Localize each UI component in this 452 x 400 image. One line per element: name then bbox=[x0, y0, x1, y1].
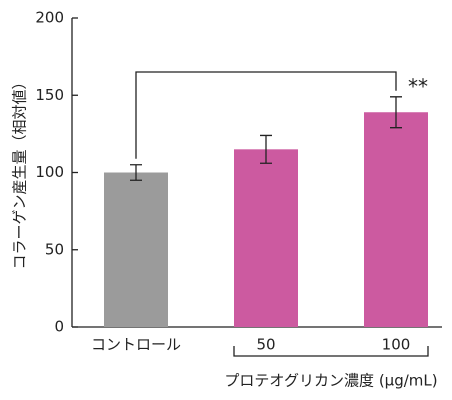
significance-bracket bbox=[135, 71, 397, 159]
x-tick-label: コントロール bbox=[91, 336, 181, 354]
bar bbox=[234, 149, 298, 327]
y-tick-label: 150 bbox=[35, 86, 64, 104]
y-axis-label: コラーゲン産生量（相対値） bbox=[11, 74, 29, 269]
bar bbox=[104, 172, 168, 327]
group-bracket bbox=[233, 346, 429, 357]
x-group-label: プロテオグリカン濃度 (μg/mL) bbox=[224, 372, 437, 390]
y-tick-label: 0 bbox=[54, 318, 64, 336]
error-bar bbox=[260, 134, 272, 164]
bar bbox=[364, 112, 428, 328]
y-tick-label: 200 bbox=[35, 9, 64, 27]
significance-label: ** bbox=[408, 75, 428, 99]
y-tick-label: 50 bbox=[45, 240, 64, 258]
y-tick-label: 100 bbox=[35, 163, 64, 181]
x-tick-label: 100 bbox=[382, 336, 411, 354]
error-bar bbox=[390, 96, 402, 129]
error-bar bbox=[130, 164, 142, 181]
x-tick-label: 50 bbox=[256, 336, 275, 354]
